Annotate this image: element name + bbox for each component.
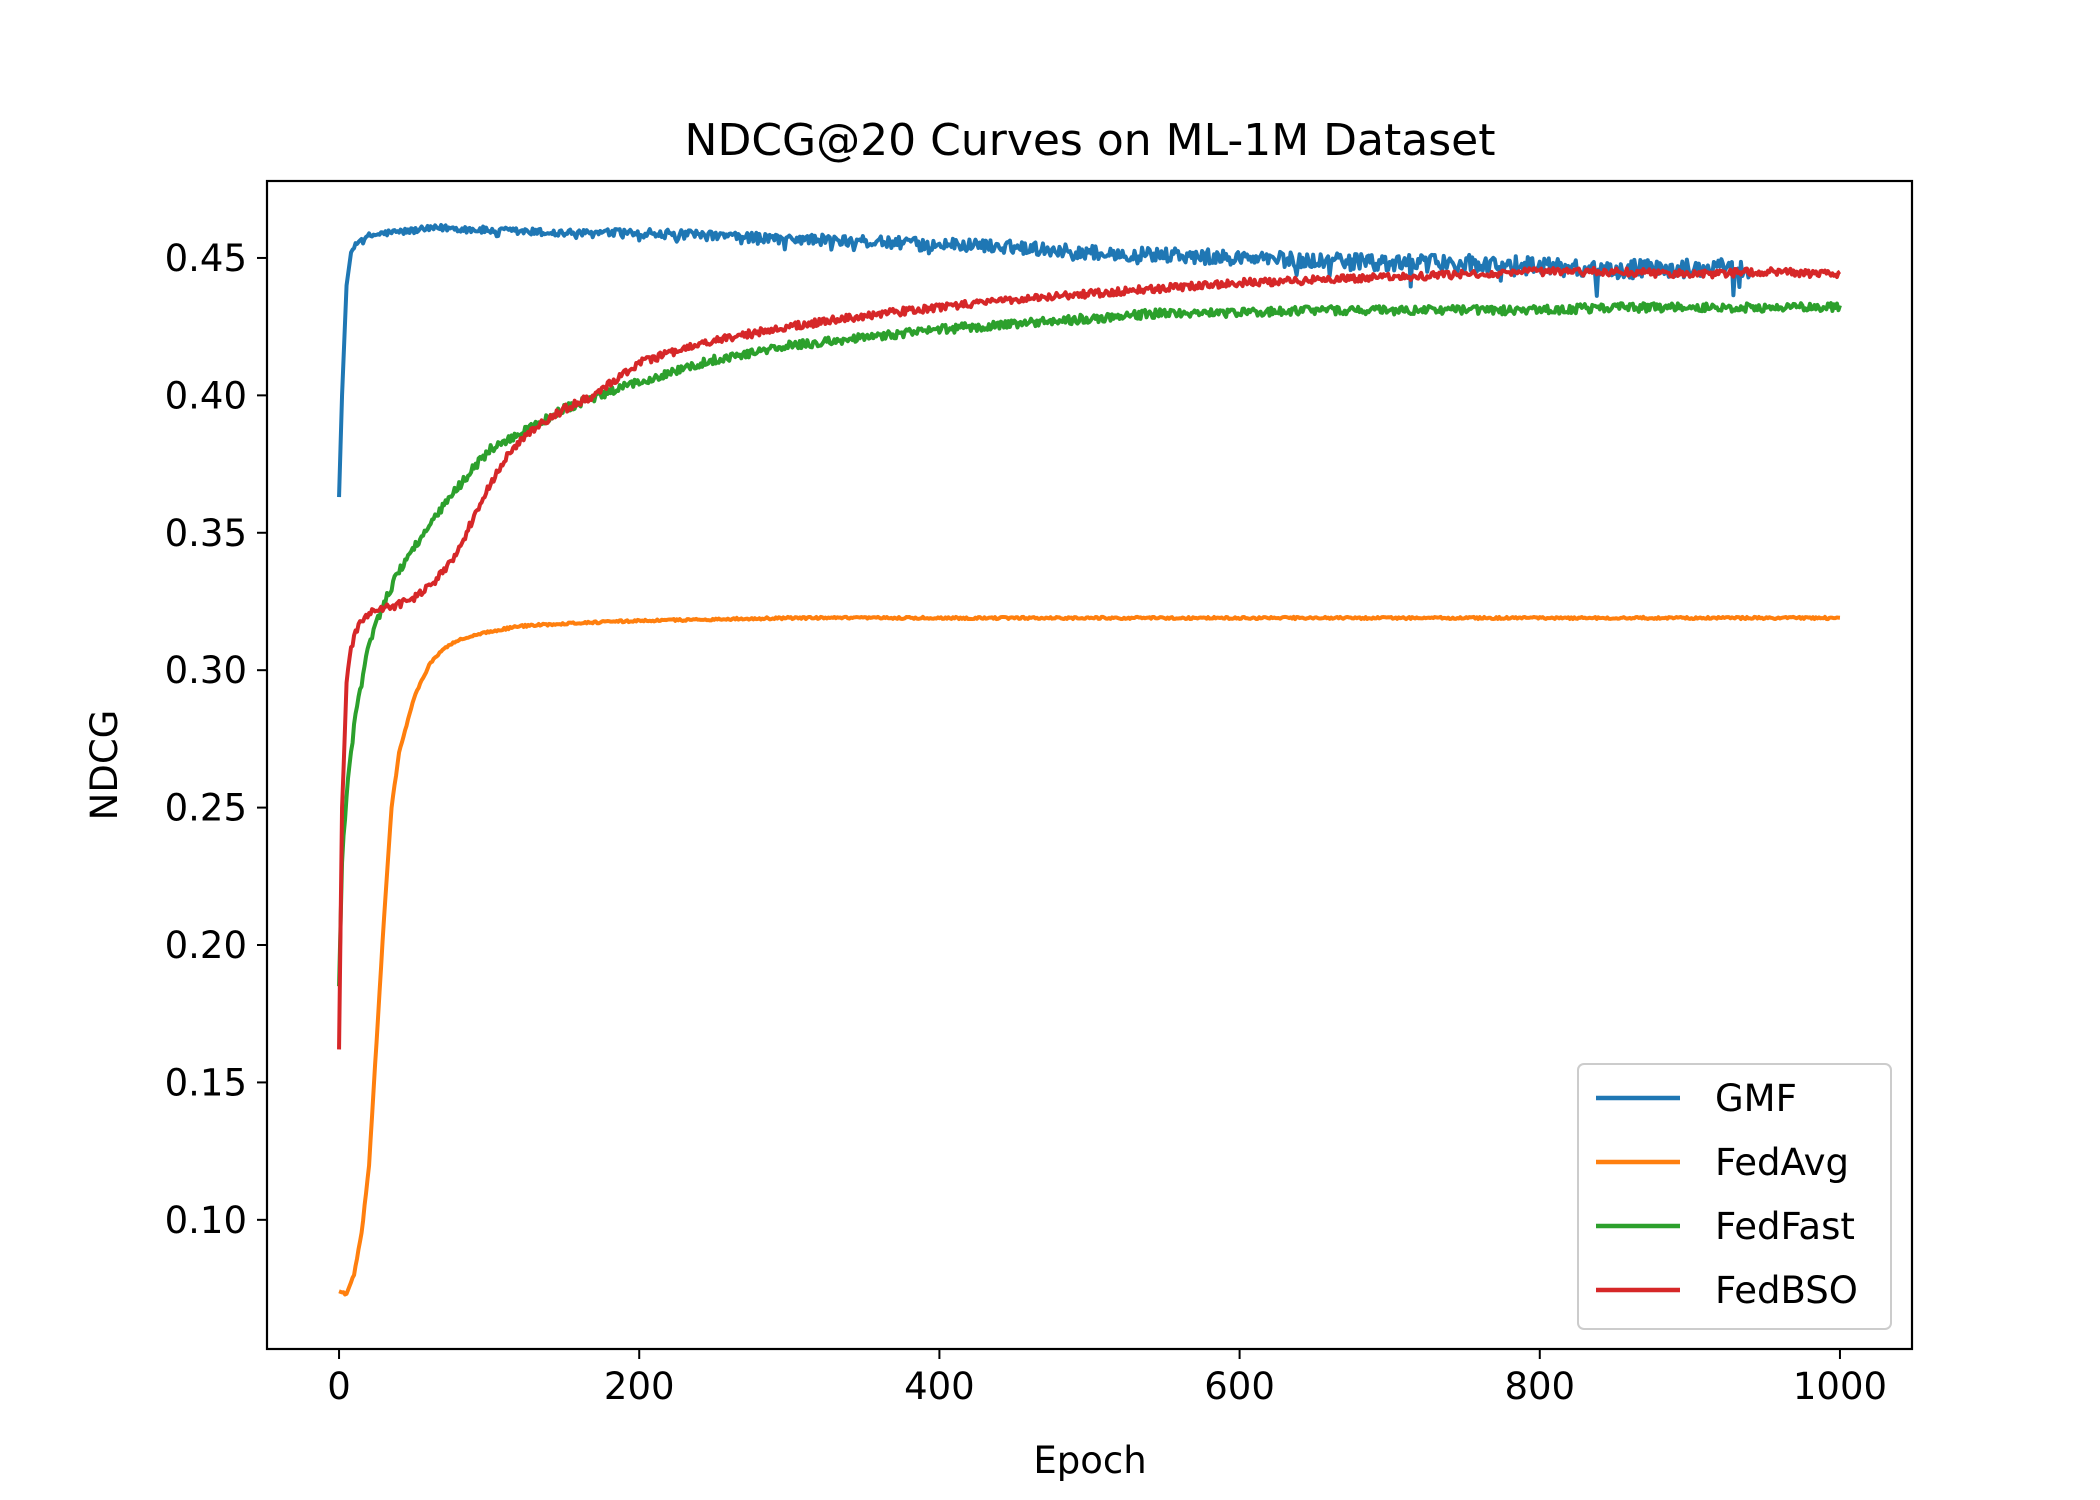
y-tick-label: 0.10	[165, 1199, 247, 1242]
chart-title: NDCG@20 Curves on ML-1M Dataset	[685, 115, 1496, 166]
y-tick-label: 0.20	[165, 924, 247, 967]
y-tick-label: 0.15	[165, 1061, 247, 1104]
series-line-fedbso	[337, 265, 1842, 1050]
x-tick-label: 200	[604, 1365, 675, 1408]
legend-label-fedavg: FedAvg	[1715, 1141, 1849, 1184]
x-tick-label: 400	[904, 1365, 975, 1408]
legend-label-fedfast: FedFast	[1715, 1205, 1855, 1248]
plot-frame	[265, 179, 1914, 1351]
legend-box	[1577, 1063, 1892, 1330]
y-tick-label: 0.35	[165, 512, 247, 555]
legend-label-gmf: GMF	[1715, 1077, 1797, 1120]
y-axis-label: NDCG	[83, 710, 126, 821]
y-tick-label: 0.45	[165, 237, 247, 280]
legend: GMF FedAvg FedFast FedBSO	[1577, 1063, 1892, 1330]
legend-label-fedbso: FedBSO	[1715, 1269, 1858, 1312]
x-axis-label: Epoch	[1033, 1439, 1146, 1482]
series-layer	[337, 222, 1842, 1297]
x-axis-ticks: 0 200 400 600 800 1000	[327, 1349, 1887, 1408]
x-tick-label: 600	[1204, 1365, 1275, 1408]
y-tick-label: 0.25	[165, 787, 247, 830]
y-axis-ticks: 0.10 0.15 0.20 0.25 0.30 0.35 0.40 0.45	[165, 237, 267, 1242]
x-tick-label: 800	[1504, 1365, 1575, 1408]
x-tick-label: 1000	[1793, 1365, 1887, 1408]
x-tick-label: 0	[327, 1365, 351, 1408]
y-tick-label: 0.30	[165, 649, 247, 692]
y-tick-label: 0.40	[165, 374, 247, 417]
series-line-fedavg	[338, 614, 1841, 1297]
